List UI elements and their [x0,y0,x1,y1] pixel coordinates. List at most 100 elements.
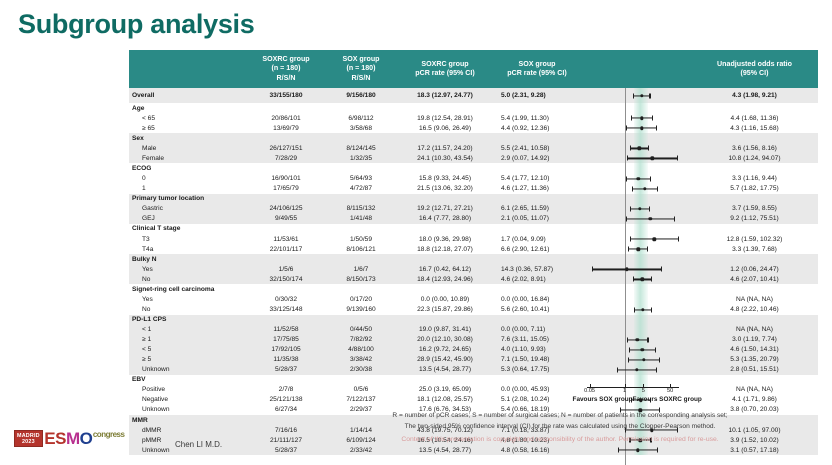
forest-plot-cell [581,264,691,274]
forest-plot-cell [581,295,691,305]
cell-sox-counts: 7/122/137 [346,396,376,404]
row-label: Yes [142,296,153,304]
cell-sox-counts: 0/5/6 [353,386,369,394]
cell-sox-rate: 5.4 (0.66, 18.19) [501,406,550,414]
row-label: GEJ [142,215,155,223]
cell-soxrc-counts: 20/86/101 [271,114,301,122]
cell-soxrc-counts: 1/5/6 [278,265,294,273]
row-label: Unknown [142,446,170,454]
table-row: dMMR 7/16/16 1/14/14 43.8 (19.75, 70.12) 7.1… [129,425,818,435]
row-label: ≥ 5 [142,356,152,364]
cell-soxrc-counts: 11/53/61 [273,235,299,243]
column-header-sox-group: SOX group (n = 180) R/S/N [325,55,397,83]
cell-soxrc-counts: 33/155/180 [269,91,303,99]
cell-sox-rate: 5.4 (1.77, 12.10) [501,175,550,183]
cell-soxrc-rate: 21.5 (13.06, 32.20) [417,185,473,193]
logo-city: MADRID [17,432,40,439]
page-title: Subgroup analysis [18,9,255,39]
row-label: Negative [142,396,169,404]
cell-soxrc-counts: 16/90/101 [271,175,301,183]
cell-sox-rate: 0.0 (0.00, 16.84) [501,296,550,304]
subgroup-block: PD-L1 CPS < 1 11/52/58 0/44/50 19.0 (9.87, 3… [129,314,818,375]
row-label: 0 [142,175,146,183]
subgroup-block: ECOG 0 16/90/101 5/64/93 15.8 (9.33, 24.45) 5… [129,163,818,194]
cell-soxrc-counts: 33/125/148 [269,306,303,314]
subgroup-block: Signet-ring cell carcinoma Yes 0/30/32 0/17… [129,284,818,315]
table-row: ≥ 5 11/35/38 3/38/42 28.9 (15.42, 45.90) 7.1… [129,355,818,365]
forest-plot-cell [581,244,691,254]
cell-soxrc-counts: 11/35/38 [273,356,299,364]
cell-odds-ratio: 5.3 (1.35, 20.79) [730,356,779,364]
cell-sox-rate: 7.6 (3.11, 15.05) [501,336,549,344]
column-header-or-line2: (95% CI) [740,69,769,77]
cell-odds-ratio: 5.7 (1.82, 17.75) [730,185,779,193]
subgroup-block: Age < 65 20/86/101 6/98/112 19.8 (12.54, 28.… [129,103,818,134]
cell-sox-rate: 0.0 (0.00, 45.93) [501,386,550,394]
cell-odds-ratio: NA (NA, NA) [735,326,773,334]
cell-soxrc-counts: 5/28/37 [275,446,297,454]
forest-plot-cell [581,214,691,224]
cell-odds-ratio: 3.3 (1.39, 7.68) [732,245,777,253]
column-header-or-line1: Unadjusted odds ratio [717,59,792,68]
cell-odds-ratio: 3.6 (1.56, 8.16) [732,144,777,152]
subgroup-block: Clinical T stage T3 11/53/61 1/50/59 18.0 (9… [129,223,818,255]
subgroup-block: Sex Male 26/127/151 8/124/145 17.2 (11.57, 2… [129,133,818,164]
cell-soxrc-rate: 18.0 (9.36, 29.98) [418,235,472,243]
cell-soxrc-counts: 9/49/55 [275,215,297,223]
cell-soxrc-rate: 18.1 (12.08, 25.57) [417,396,473,404]
table-row: < 5 17/92/105 4/88/100 16.2 (9.72, 24.65) 4.… [129,345,818,355]
column-header-soxrc-group: SOXRC group (n = 180) R/S/N [247,55,325,83]
forest-plot-cell [581,143,691,153]
logo-congress-text: congress [92,430,125,440]
subgroup-title: ECOG [132,164,152,172]
row-label: T4a [142,245,154,253]
cell-odds-ratio: NA (NA, NA) [735,386,773,394]
table-body: Overall 33/155/180 9/156/180 18.3 (12.97, 2… [129,88,818,456]
table-row: 0 16/90/101 5/64/93 15.8 (9.33, 24.45) 5.4 (… [129,174,818,184]
column-header-soxrc-pcr-rate: SOXRC group pCR rate (95% CI) [397,60,493,79]
cell-sox-rate: 5.4 (1.99, 11.30) [501,114,549,122]
cell-soxrc-rate: 18.3 (12.97, 24.77) [417,91,473,99]
row-label: No [142,306,151,314]
table-header-row: SOXRC group (n = 180) R/S/N SOX group (n… [129,50,818,88]
cell-soxrc-rate: 28.9 (15.42, 45.90) [417,356,473,364]
cell-sox-counts: 1/6/7 [353,265,369,273]
cell-odds-ratio: 3.1 (0.57, 17.18) [730,446,779,454]
cell-sox-rate: 4.8 (0.58, 16.16) [501,446,550,454]
cell-sox-rate: 2.9 (0.07, 14.92) [501,154,550,162]
cell-sox-rate: 4.6 (2.02, 8.91) [501,275,546,283]
cell-soxrc-counts: 26/127/151 [269,144,303,152]
logo-esmo-wordmark: ES M O congress [44,430,125,447]
cell-soxrc-rate: 17.2 (11.57, 24.20) [417,144,473,152]
cell-sox-counts: 8/115/132 [346,205,376,213]
cell-sox-rate: 4.6 (1.27, 11.36) [501,185,549,193]
cell-soxrc-counts: 7/16/16 [275,426,297,434]
cell-soxrc-rate: 16.7 (0.42, 64.12) [418,265,472,273]
cell-sox-counts: 4/88/100 [348,346,374,354]
cell-sox-counts: 6/98/112 [348,114,374,122]
column-header-sox-rate-line2: pCR rate (95% CI) [507,69,567,77]
footnote-method: The two-sided 95% confidence interval (C… [404,422,716,430]
favours-soxrc-label: Favours SOXRC group [632,396,702,403]
column-header-soxrc-line1: SOXRC group [262,54,310,63]
row-label: Unknown [142,366,170,374]
cell-soxrc-rate: 20.0 (12.10, 30.08) [417,336,473,344]
axis-tick-label: 0.05 [584,388,596,394]
cell-odds-ratio: 10.8 (1.24, 94.07) [728,154,781,162]
subgroup-title: Signet-ring cell carcinoma [132,285,215,293]
table-row: pMMR 21/111/127 6/109/124 16.5 (10.54, 24.1… [129,435,818,445]
cell-sox-counts: 1/41/48 [350,215,372,223]
row-label: Gastric [142,205,163,213]
table-row: T3 11/53/61 1/50/59 18.0 (9.36, 29.98) 1.7 (… [129,234,818,244]
cell-odds-ratio: 1.2 (0.06, 24.47) [730,265,779,273]
row-label: Unknown [142,406,170,414]
cell-soxrc-counts: 17/65/79 [273,185,299,193]
cell-sox-counts: 2/33/42 [350,446,372,454]
cell-odds-ratio: NA (NA, NA) [735,296,773,304]
column-header-sox-line1: SOX group [342,54,380,63]
cell-sox-rate: 6.6 (2.90, 12.61) [501,245,550,253]
cell-sox-rate: 7.1 (0.18, 33.87) [501,426,550,434]
cell-soxrc-counts: 6/27/34 [275,406,297,414]
table-row: Unknown 5/28/37 2/33/42 13.5 (4.54, 28.77) 4… [129,445,818,455]
row-label: 1 [142,185,146,193]
